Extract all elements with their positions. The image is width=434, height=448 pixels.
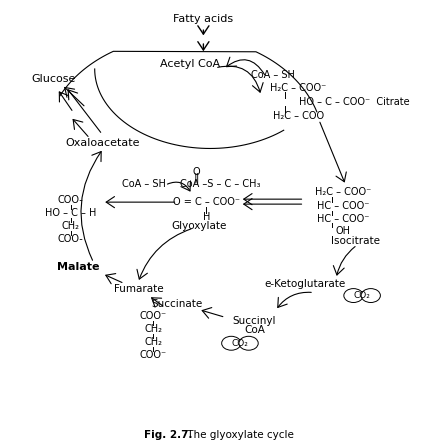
Text: COO-: COO- [58,234,83,244]
Text: CH₂: CH₂ [145,337,162,347]
Text: CH₂: CH₂ [145,324,162,334]
Text: COO-: COO- [58,195,83,205]
Text: Malate: Malate [57,262,99,272]
Text: Isocitrate: Isocitrate [331,236,380,246]
Text: Fatty acids: Fatty acids [173,14,233,24]
Text: Fig. 2.7.: Fig. 2.7. [144,430,192,439]
Text: The glyoxylate cycle: The glyoxylate cycle [184,430,294,439]
Text: HO – C – COO⁻  Citrate: HO – C – COO⁻ Citrate [299,97,409,107]
Text: OH: OH [335,226,350,236]
Text: Fumarate: Fumarate [114,284,164,293]
Text: CoA: CoA [244,325,265,336]
Ellipse shape [344,289,363,302]
Text: CoA – SH: CoA – SH [251,70,295,80]
Text: CoA –S – C – CH₃: CoA –S – C – CH₃ [181,179,261,189]
Text: CH₂: CH₂ [62,221,80,231]
Text: H₂C – COO: H₂C – COO [273,111,324,121]
Text: Succinyl: Succinyl [233,316,276,327]
Text: ‖: ‖ [194,172,199,182]
Text: H₂C – COO⁻: H₂C – COO⁻ [270,83,327,93]
Text: Glucose: Glucose [31,74,76,84]
Text: COO⁻: COO⁻ [140,350,167,360]
Ellipse shape [361,289,380,302]
Text: Acetyl CoA: Acetyl CoA [160,59,220,69]
Text: H: H [203,212,210,222]
Text: O: O [193,167,201,177]
Text: Oxaloacetate: Oxaloacetate [65,138,140,147]
Ellipse shape [239,336,258,350]
Text: CO₂: CO₂ [354,291,371,300]
Text: HO – C – H: HO – C – H [45,208,96,218]
Ellipse shape [222,336,241,350]
Text: e-Ketoglutarate: e-Ketoglutarate [265,279,346,289]
Text: Succinate: Succinate [152,300,203,310]
Text: HC – COO⁻: HC – COO⁻ [317,201,369,211]
Text: CO₂: CO₂ [231,339,248,348]
Text: O = C – COO⁻: O = C – COO⁻ [173,197,240,207]
Text: CoA – SH: CoA – SH [122,179,166,189]
Text: H₂C – COO⁻: H₂C – COO⁻ [315,187,371,197]
Text: Glyoxylate: Glyoxylate [171,221,226,231]
Text: HC – COO⁻: HC – COO⁻ [317,214,369,224]
Text: COO⁻: COO⁻ [140,311,167,321]
